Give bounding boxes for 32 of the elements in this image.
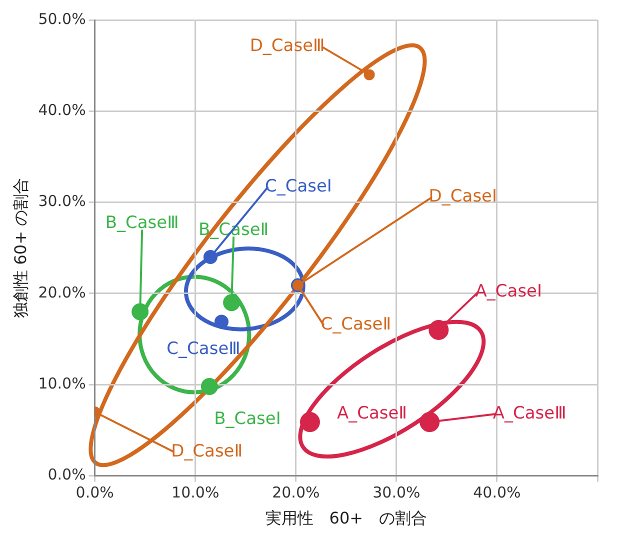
annotation: A_CaseⅠ — [475, 281, 542, 302]
point — [420, 412, 440, 432]
y-tick-label: 0.0% — [48, 466, 86, 484]
point — [203, 250, 218, 264]
annotation: C_CaseⅢ — [166, 339, 240, 360]
y-tick-label: 30.0% — [38, 192, 86, 210]
x-tick-label: 30.0% — [372, 484, 420, 502]
x-tick-label: 10.0% — [172, 484, 220, 502]
point — [428, 320, 449, 340]
annotation: D_CaseⅠ — [428, 186, 498, 207]
y-tick-label: 20.0% — [38, 283, 86, 302]
point — [223, 294, 240, 312]
annotation: A_CaseⅢ — [492, 403, 566, 424]
point — [132, 303, 149, 320]
x-tick-label: 0.0% — [76, 484, 114, 502]
y-tick-label: 10.0% — [38, 374, 86, 393]
annotation: C_CaseⅠ — [264, 176, 332, 196]
point — [200, 378, 218, 395]
point — [214, 314, 229, 329]
annotation: D_CaseⅡ — [171, 441, 243, 462]
x-tick-label: 40.0% — [473, 484, 521, 502]
annotation: B_CaseⅠ — [214, 408, 281, 429]
annotation: B_CaseⅢ — [105, 213, 179, 234]
x-tick-label: 20.0% — [272, 484, 320, 502]
y-axis-title: 独創性 60+ の割合 — [10, 178, 30, 318]
y-tick-label: 40.0% — [38, 101, 86, 120]
y-tick-label: 50.0% — [38, 10, 86, 28]
annotation: C_CaseⅡ — [320, 314, 392, 335]
annotation: D_CaseⅢ — [250, 36, 325, 56]
point — [300, 412, 320, 432]
annotation: A_CaseⅡ — [336, 403, 408, 424]
x-axis-title: 実用性 60+ の割合 — [265, 508, 428, 528]
